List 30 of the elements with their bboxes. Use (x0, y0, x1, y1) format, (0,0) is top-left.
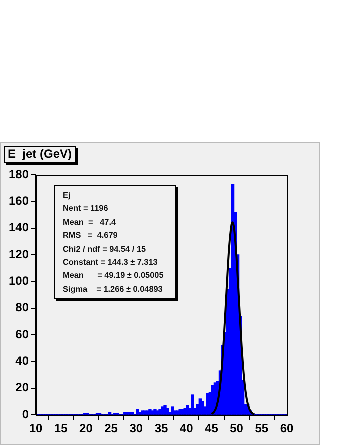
y-tick-label: 0 (22, 407, 30, 422)
annotation: Mean = 47.4 (63, 216, 118, 229)
y-tick-label: 100 (8, 274, 30, 288)
x-tick-label: 45 (205, 422, 219, 436)
x-tick-label: 60 (280, 422, 294, 436)
x-tick-label: 20 (80, 422, 94, 436)
annotation: Sigma = 1.266 ± 0.04893 (63, 284, 164, 296)
y-tick-label: 80 (16, 300, 30, 315)
y-tick-label: 140 (8, 220, 30, 235)
annotation: Constant = 144.3 ± 7.313 (63, 256, 159, 269)
x-tick-label: 55 (255, 422, 269, 436)
annotation: RMS = 4.679 (63, 230, 119, 242)
y-tick-label: 40 (16, 354, 30, 368)
y-tick-label: 180 (8, 167, 30, 182)
y-tick-label: 20 (16, 380, 30, 395)
y-tick-label: 160 (8, 194, 30, 208)
annotation: Mean = 49.19 ± 0.05005 (63, 270, 165, 282)
x-tick-label: 10 (29, 422, 43, 436)
x-tick-label: 25 (104, 422, 118, 436)
chart-title: E_jet (GeV) (4, 146, 76, 163)
x-tick-label: 30 (130, 422, 144, 436)
x-tick-label: 35 (154, 422, 168, 436)
x-tick-label: 50 (230, 422, 244, 436)
x-tick-label: 15 (54, 422, 68, 436)
y-tick-label: 60 (16, 327, 30, 342)
annotation: Chi2 / ndf = 94.54 / 15 (63, 244, 148, 256)
annotation: Ej (63, 190, 72, 202)
x-tick-label: 40 (180, 422, 194, 436)
annotation: Nent = 1196 (63, 203, 110, 216)
y-tick-label: 120 (8, 247, 30, 262)
